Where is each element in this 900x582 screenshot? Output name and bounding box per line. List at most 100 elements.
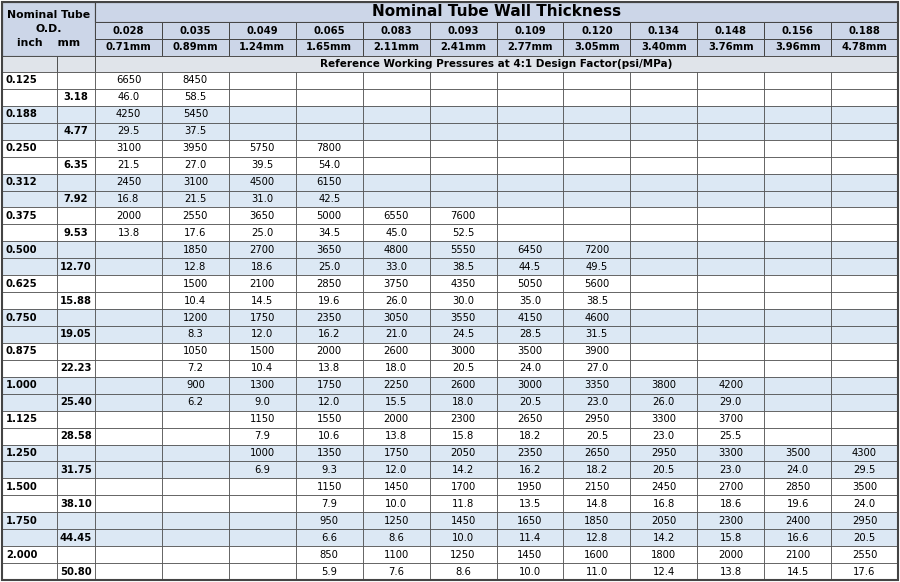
- Bar: [363, 445, 429, 462]
- Text: 24.0: 24.0: [787, 465, 809, 475]
- Text: 3500: 3500: [785, 448, 810, 458]
- Bar: [162, 242, 229, 258]
- Text: 23.0: 23.0: [652, 431, 675, 441]
- Text: 3950: 3950: [183, 143, 208, 153]
- Bar: [698, 411, 764, 428]
- Text: 3.76mm: 3.76mm: [708, 42, 753, 52]
- Bar: [630, 123, 698, 140]
- Bar: [2, 123, 57, 140]
- Bar: [2, 428, 57, 445]
- Bar: [2, 360, 57, 377]
- Bar: [296, 258, 363, 275]
- Bar: [764, 563, 831, 580]
- Text: 3300: 3300: [718, 448, 743, 458]
- Bar: [363, 89, 429, 106]
- Bar: [363, 275, 429, 292]
- Bar: [296, 190, 363, 207]
- Bar: [563, 394, 630, 411]
- Text: 2700: 2700: [249, 245, 274, 255]
- Text: 0.134: 0.134: [648, 26, 680, 36]
- Bar: [2, 411, 57, 428]
- Bar: [831, 207, 898, 225]
- Bar: [698, 512, 764, 529]
- Text: 5550: 5550: [450, 245, 476, 255]
- Bar: [296, 207, 363, 225]
- Text: 24.0: 24.0: [519, 363, 541, 373]
- Bar: [363, 512, 429, 529]
- Text: 0.035: 0.035: [180, 26, 211, 36]
- Bar: [57, 428, 95, 445]
- Text: 39.5: 39.5: [251, 160, 274, 170]
- Bar: [698, 242, 764, 258]
- Bar: [764, 39, 831, 56]
- Bar: [296, 72, 363, 89]
- Text: 1750: 1750: [317, 380, 342, 391]
- Bar: [764, 106, 831, 123]
- Text: 0.250: 0.250: [6, 143, 38, 153]
- Bar: [497, 89, 563, 106]
- Bar: [162, 411, 229, 428]
- Bar: [831, 292, 898, 309]
- Text: 10.4: 10.4: [251, 363, 274, 373]
- Text: 1050: 1050: [183, 346, 208, 356]
- Text: 35.0: 35.0: [519, 296, 541, 306]
- Text: 2350: 2350: [317, 313, 342, 322]
- Bar: [2, 512, 57, 529]
- Bar: [95, 360, 162, 377]
- Text: 1750: 1750: [249, 313, 275, 322]
- Bar: [563, 478, 630, 495]
- Bar: [95, 377, 162, 394]
- Bar: [497, 529, 563, 546]
- Bar: [429, 22, 497, 39]
- Bar: [563, 445, 630, 462]
- Bar: [162, 207, 229, 225]
- Text: 0.125: 0.125: [6, 76, 38, 86]
- Text: 3000: 3000: [451, 346, 475, 356]
- Bar: [2, 207, 57, 225]
- Text: 12.0: 12.0: [385, 465, 407, 475]
- Text: 12.8: 12.8: [586, 533, 608, 542]
- Text: 1000: 1000: [249, 448, 274, 458]
- Text: 4250: 4250: [116, 109, 141, 119]
- Bar: [229, 394, 296, 411]
- Bar: [630, 512, 698, 529]
- Bar: [429, 173, 497, 190]
- Text: 12.8: 12.8: [184, 262, 206, 272]
- Bar: [563, 512, 630, 529]
- Text: 2450: 2450: [116, 177, 141, 187]
- Bar: [363, 140, 429, 157]
- Text: 1.750: 1.750: [6, 516, 38, 526]
- Text: 34.5: 34.5: [318, 228, 340, 238]
- Text: 16.2: 16.2: [318, 329, 340, 339]
- Text: 2250: 2250: [383, 380, 409, 391]
- Bar: [95, 140, 162, 157]
- Bar: [497, 140, 563, 157]
- Text: 26.0: 26.0: [385, 296, 407, 306]
- Bar: [764, 394, 831, 411]
- Text: 33.0: 33.0: [385, 262, 407, 272]
- Bar: [831, 106, 898, 123]
- Text: 15.8: 15.8: [452, 431, 474, 441]
- Bar: [630, 39, 698, 56]
- Text: 2950: 2950: [651, 448, 677, 458]
- Text: 3550: 3550: [450, 313, 476, 322]
- Bar: [95, 89, 162, 106]
- Bar: [162, 173, 229, 190]
- Text: 5000: 5000: [317, 211, 342, 221]
- Bar: [296, 89, 363, 106]
- Bar: [95, 411, 162, 428]
- Bar: [363, 428, 429, 445]
- Bar: [831, 563, 898, 580]
- Text: 2450: 2450: [652, 482, 677, 492]
- Bar: [57, 326, 95, 343]
- Text: 2.77mm: 2.77mm: [508, 42, 553, 52]
- Text: 29.5: 29.5: [117, 126, 140, 136]
- Bar: [563, 343, 630, 360]
- Bar: [162, 106, 229, 123]
- Bar: [698, 275, 764, 292]
- Text: Nominal Tube Wall Thickness: Nominal Tube Wall Thickness: [372, 5, 621, 20]
- Text: 1850: 1850: [584, 516, 609, 526]
- Bar: [95, 242, 162, 258]
- Bar: [831, 394, 898, 411]
- Text: 2650: 2650: [584, 448, 609, 458]
